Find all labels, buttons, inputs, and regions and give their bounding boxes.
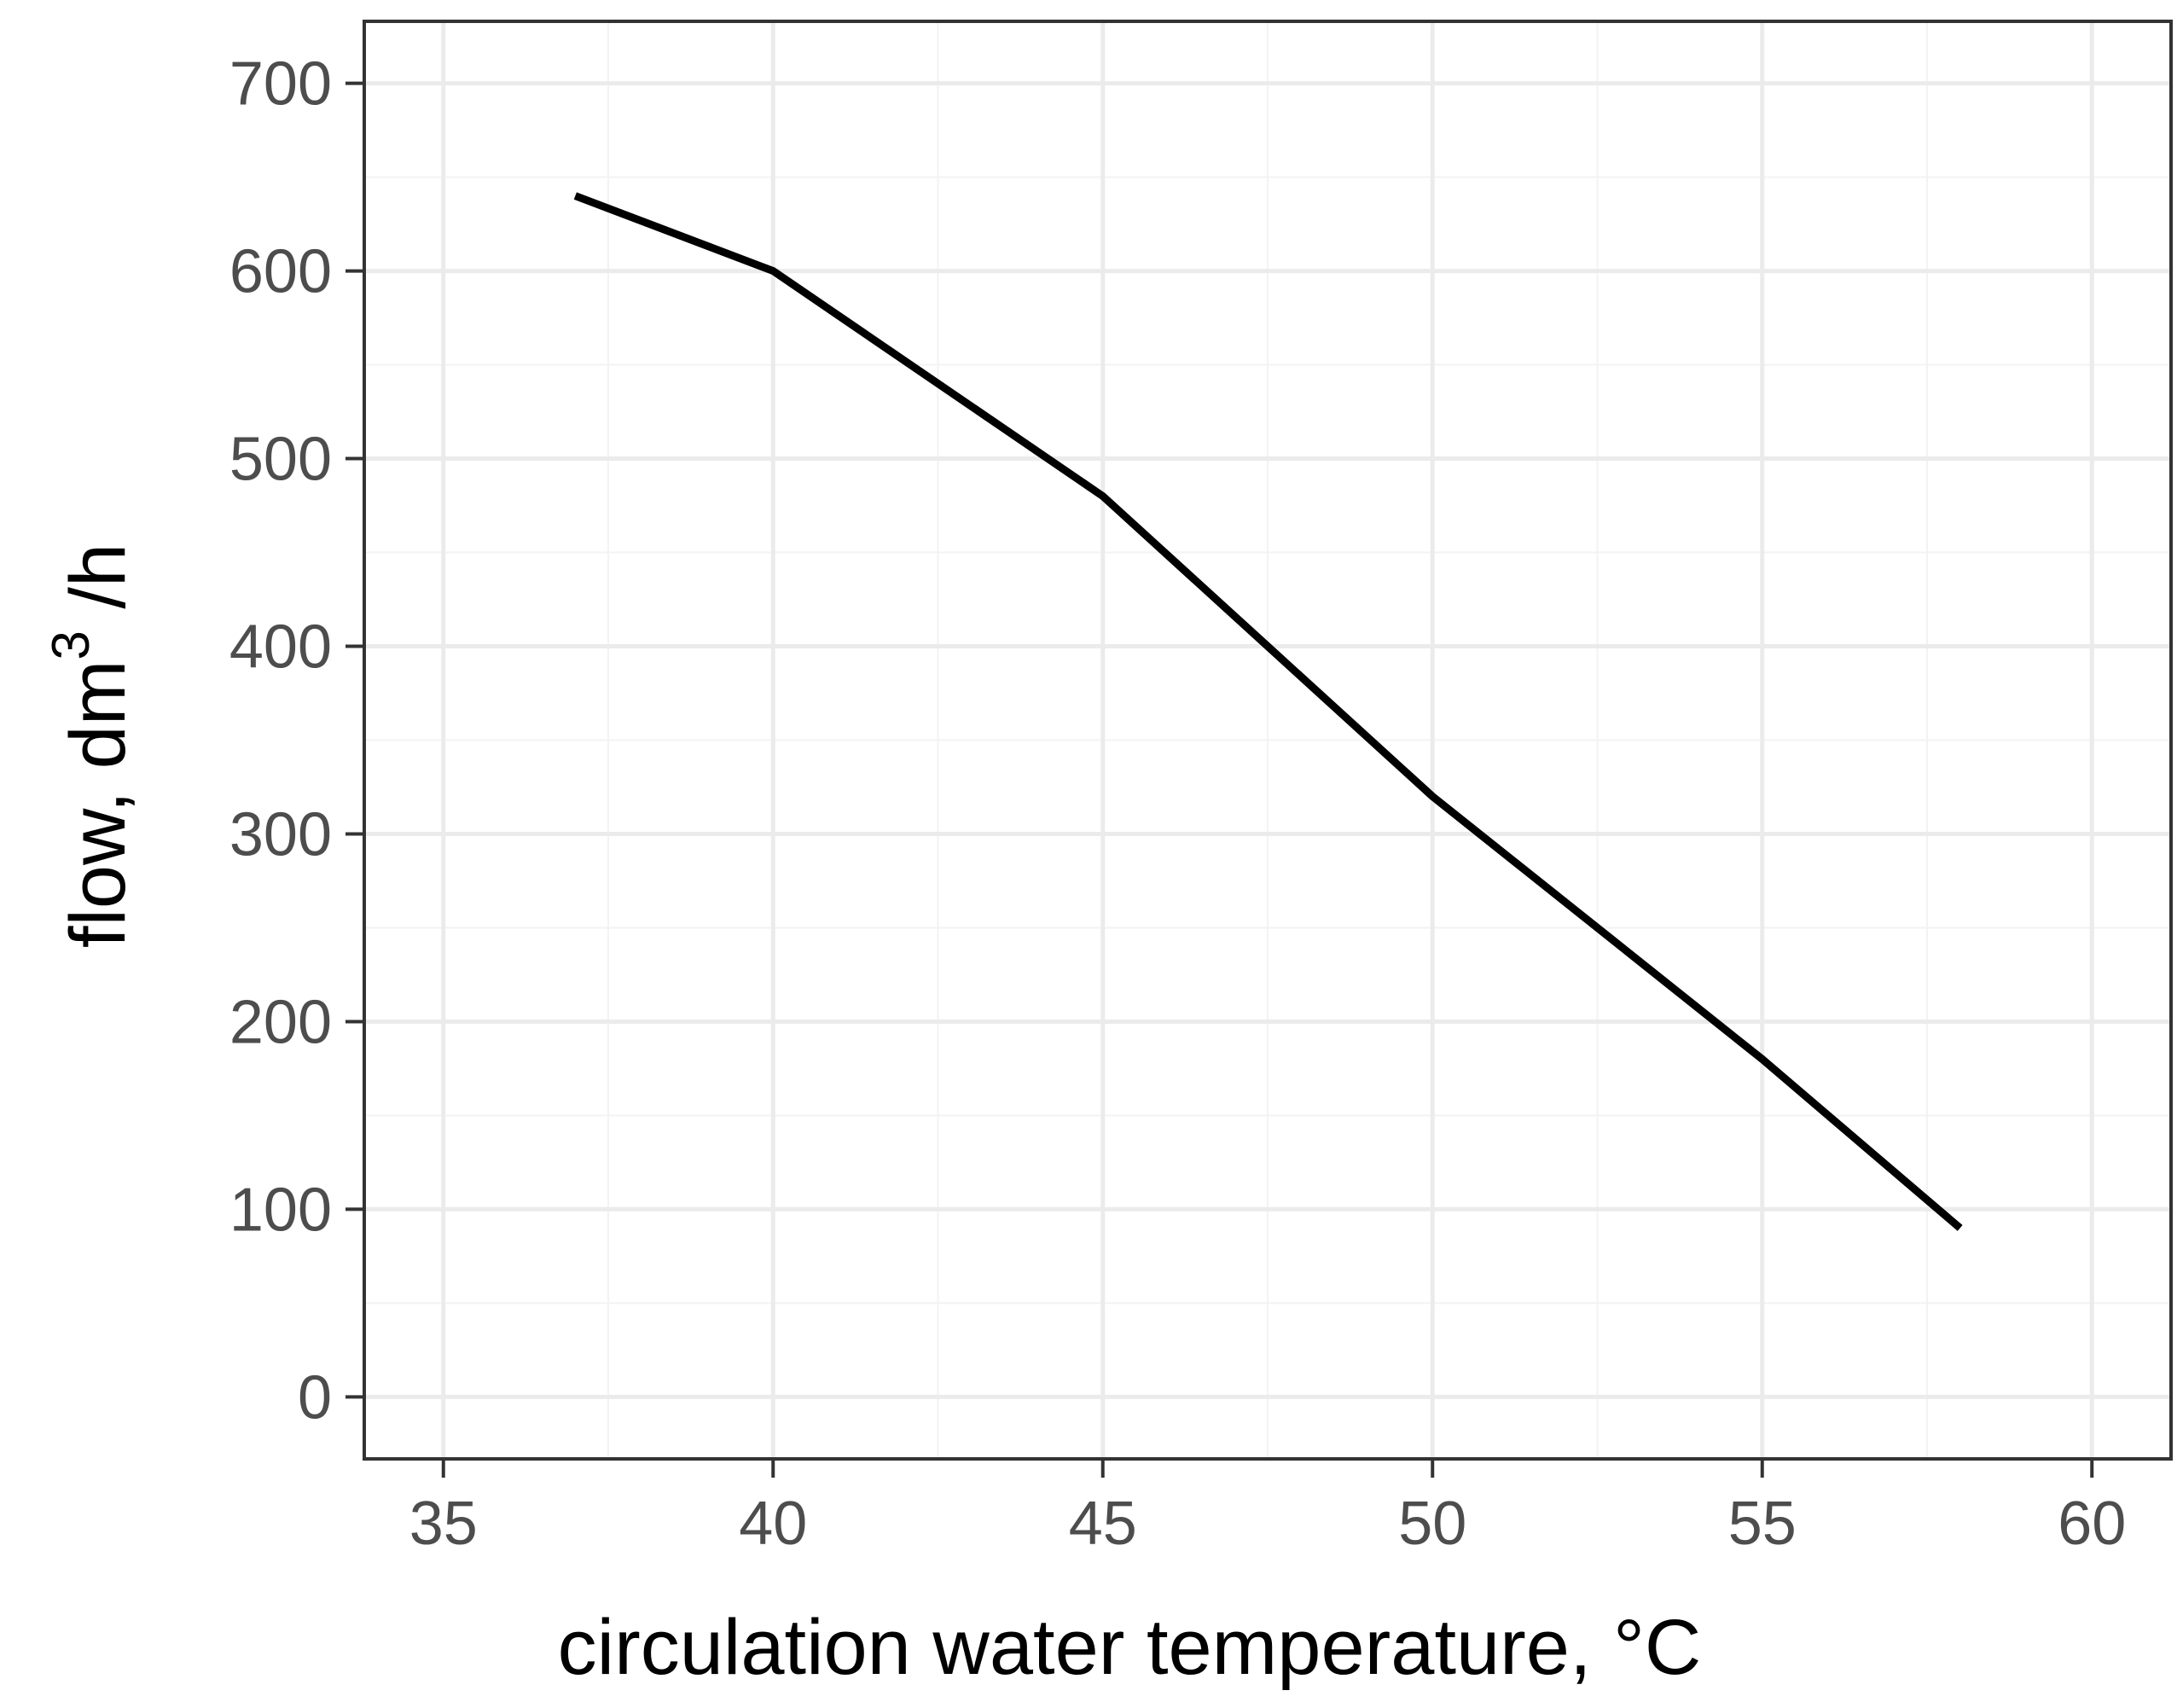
y-tick-label: 400 — [229, 613, 332, 682]
x-tick-label: 60 — [2058, 1490, 2126, 1558]
major-gridlines — [364, 21, 2171, 1459]
y-axis-title-prefix: flow, dm — [55, 660, 142, 948]
y-tick-label: 200 — [229, 988, 332, 1056]
y-axis-ticks: 0 100 200 300 400 500 600 700 — [229, 50, 364, 1432]
y-axis-title-suffix: /h — [55, 543, 142, 630]
x-tick-label: 50 — [1398, 1490, 1466, 1558]
y-tick-label: 500 — [229, 426, 332, 494]
x-tick-label: 40 — [739, 1490, 807, 1558]
y-axis-title-superscript: 3 — [42, 630, 101, 659]
series-layer — [573, 192, 1963, 1231]
y-tick-label: 100 — [229, 1176, 332, 1244]
y-tick-label: 0 — [298, 1363, 332, 1432]
x-tick-label: 35 — [409, 1490, 478, 1558]
series-line-flow — [573, 192, 1963, 1231]
plot-panel-border — [363, 20, 2173, 1461]
x-axis-title: circulation water temperature, °C — [558, 1604, 1702, 1691]
y-tick-label: 700 — [229, 50, 332, 119]
y-tick-label: 300 — [229, 800, 332, 869]
y-tick-label: 600 — [229, 238, 332, 306]
x-tick-label: 45 — [1069, 1490, 1137, 1558]
minor-gridlines — [364, 21, 2171, 1459]
y-axis-title: flow, dm3 /h — [42, 543, 142, 948]
x-tick-label: 55 — [1728, 1490, 1797, 1558]
x-axis-ticks: 35 40 45 50 55 60 — [409, 1459, 2126, 1558]
